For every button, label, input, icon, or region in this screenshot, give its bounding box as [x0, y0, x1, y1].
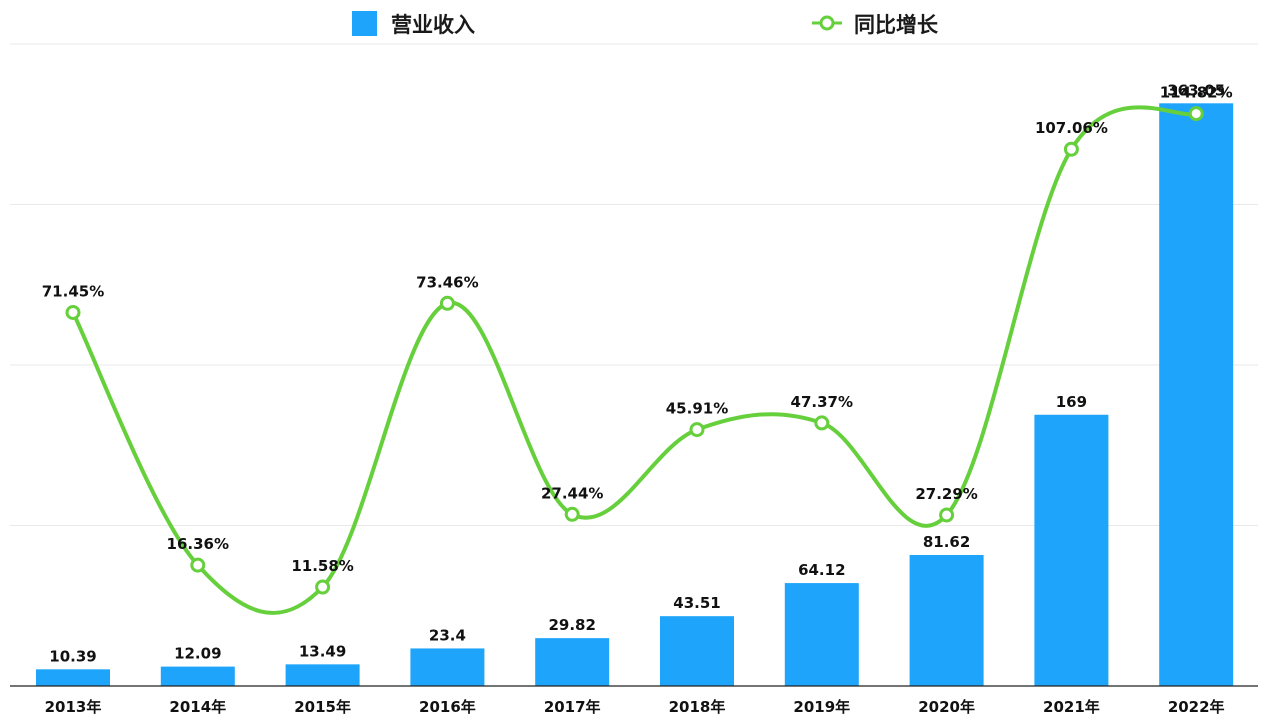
line-point [814, 415, 830, 431]
legend-line-marker [819, 15, 835, 31]
bar-data-label: 13.49 [299, 642, 346, 660]
line-series [65, 105, 1204, 615]
bar-data-label: 43.51 [673, 594, 720, 612]
line-data-label: 27.44% [541, 484, 603, 502]
bar-data-label: 64.12 [798, 561, 845, 579]
bar-data-label: 10.39 [49, 647, 96, 665]
bar-series [36, 103, 1234, 686]
line-data-label: 114.82% [1160, 84, 1233, 102]
x-axis-tick-labels: 2013年 2014年 2015年 2016年 2017年 2018年 2019年 2020年… [45, 698, 1225, 716]
x-tick-label: 2014年 [169, 698, 226, 716]
line-data-label: 71.45% [42, 282, 104, 300]
line-data-label: 27.29% [915, 485, 977, 503]
bar [660, 616, 734, 686]
line-data-labels: 71.45% 16.36% 11.58% 73.46% 27.44% 45.91% 47.3… [42, 84, 1233, 575]
line-point [315, 579, 331, 595]
line-point [564, 506, 580, 522]
x-tick-label: 2021年 [1043, 698, 1100, 716]
line-point [1188, 106, 1204, 122]
x-tick-label: 2017年 [544, 698, 601, 716]
line-point [689, 422, 705, 438]
line-data-label: 47.37% [791, 393, 853, 411]
bar-data-label: 169 [1056, 393, 1087, 411]
bar-data-label: 29.82 [548, 616, 595, 634]
bar-data-label: 23.4 [429, 626, 466, 644]
bar-data-label: 81.62 [923, 533, 970, 551]
line-data-label: 45.91% [666, 400, 728, 418]
bar [410, 648, 485, 686]
bar [160, 666, 235, 686]
line-data-label: 73.46% [416, 273, 478, 291]
line-point [190, 557, 206, 573]
legend-bar-label: 营业收入 [391, 13, 475, 37]
bar [784, 583, 859, 686]
bar [285, 664, 360, 686]
line-point [439, 295, 455, 311]
x-tick-label: 2013年 [45, 698, 102, 716]
x-tick-label: 2016年 [419, 698, 476, 716]
growth-line [71, 105, 1197, 615]
bar [1034, 414, 1109, 686]
bar [535, 638, 610, 686]
line-point [65, 304, 81, 320]
x-tick-label: 2022年 [1168, 698, 1225, 716]
legend: 营业收入 同比增长 [352, 11, 939, 37]
bar-data-labels: 10.39 12.09 13.49 23.4 29.82 43.51 64.12 81.62 1… [49, 81, 1225, 665]
line-point [939, 507, 955, 523]
line-data-label: 107.06% [1035, 119, 1108, 137]
bar-data-label: 363.05 [1167, 81, 1225, 99]
bar [36, 669, 110, 686]
bar [1159, 103, 1234, 686]
x-tick-label: 2019年 [793, 698, 850, 716]
x-tick-label: 2020年 [918, 698, 975, 716]
legend-bar-swatch [352, 11, 377, 36]
line-data-label: 16.36% [167, 535, 229, 553]
x-tick-label: 2015年 [294, 698, 351, 716]
legend-line-label: 同比增长 [854, 13, 939, 37]
bar [909, 554, 984, 686]
line-data-label: 11.58% [291, 557, 353, 575]
line-point [1063, 141, 1079, 157]
bar-data-label: 12.09 [174, 645, 221, 663]
x-tick-label: 2018年 [669, 698, 726, 716]
